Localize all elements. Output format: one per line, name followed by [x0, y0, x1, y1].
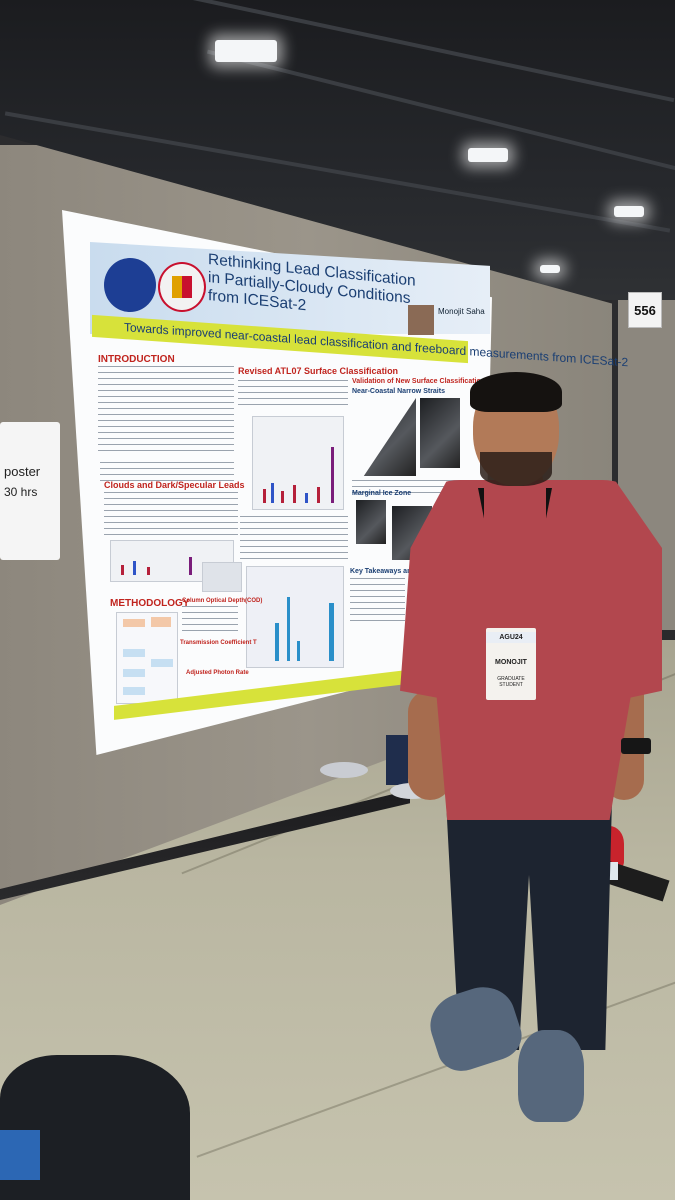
section-introduction: INTRODUCTION	[98, 354, 175, 365]
satellite-image	[420, 398, 460, 468]
plot-bar	[271, 483, 274, 503]
badge-role: GRADUATE STUDENT	[497, 676, 525, 688]
text-block	[104, 492, 238, 538]
section-narrow-straits: Near-Coastal Narrow Straits	[352, 388, 445, 395]
map-inset	[202, 562, 242, 592]
plot-bar	[133, 561, 136, 575]
plot-bar	[287, 597, 290, 661]
nasa-logo	[104, 258, 156, 312]
section-methodology: METHODOLOGY	[110, 598, 190, 609]
plot-bar	[317, 487, 320, 503]
ceiling-light	[215, 40, 277, 62]
flow-node	[123, 687, 145, 695]
university-seal	[158, 262, 206, 312]
presenter-hair	[470, 372, 562, 412]
badge-name: MONOJIT	[495, 659, 527, 666]
plot-bar	[189, 557, 192, 575]
photon-rate-plot-2	[246, 566, 344, 668]
text-block	[100, 462, 234, 486]
plot-bar	[263, 489, 266, 503]
plot-bar	[121, 565, 124, 575]
author-name: Monojit Saha	[438, 307, 485, 316]
plot-bar	[331, 447, 334, 503]
blue-bag	[0, 1130, 40, 1180]
text-block	[238, 380, 348, 410]
side-sign-line2: 30 hrs	[4, 485, 38, 499]
flow-node	[151, 659, 173, 667]
text-block	[98, 366, 234, 456]
label-adjusted: Adjusted Photon Rate	[186, 670, 249, 676]
side-sign-line1: poster	[4, 464, 41, 479]
section-clouds: Clouds and Dark/Specular Leads	[104, 480, 245, 490]
plot-bar	[147, 567, 150, 575]
plot-bar	[329, 603, 334, 661]
label-transmission: Transmission Coefficient T	[180, 640, 257, 646]
plot-bar	[275, 623, 279, 661]
satellite-image	[356, 500, 386, 544]
name-badge: AGU24 MONOJIT GRADUATE STUDENT	[486, 628, 536, 700]
ceiling-light	[540, 265, 560, 273]
plot-bar	[305, 493, 308, 503]
section-marginal: Marginal Ice Zone	[352, 490, 412, 497]
badge-event: AGU24	[486, 632, 536, 643]
section-revised: Revised ATL07 Surface Classification	[238, 366, 399, 376]
photon-rate-plot	[252, 416, 344, 510]
text-block	[352, 480, 462, 494]
plot-bar	[293, 485, 296, 503]
flow-node	[123, 649, 145, 657]
text-block	[240, 516, 348, 562]
section-key-takeaways: Key Takeaways and Future Work	[350, 568, 459, 575]
text-block	[350, 578, 405, 624]
right-sneaker	[518, 1030, 584, 1122]
wristwatch	[621, 738, 651, 754]
ceiling-light	[614, 206, 644, 217]
section-validation: Validation of New Surface Classification	[352, 378, 486, 385]
ceiling-light	[468, 148, 508, 162]
presenter-beard	[480, 452, 552, 486]
flow-node	[151, 617, 171, 627]
booth-number: 556	[628, 292, 662, 328]
text-block	[182, 606, 238, 636]
ceiling-beam	[206, 49, 675, 175]
side-sign: poster 30 hrs	[0, 422, 60, 560]
methodology-flowchart	[116, 612, 178, 704]
flow-node	[123, 619, 145, 627]
flow-node	[123, 669, 145, 677]
plot-bar	[297, 641, 300, 661]
plot-bar	[281, 491, 284, 503]
author-photo	[408, 305, 434, 335]
label-cod: Column Optical Depth(COD)	[182, 598, 263, 604]
seal-shield-icon	[172, 276, 192, 298]
